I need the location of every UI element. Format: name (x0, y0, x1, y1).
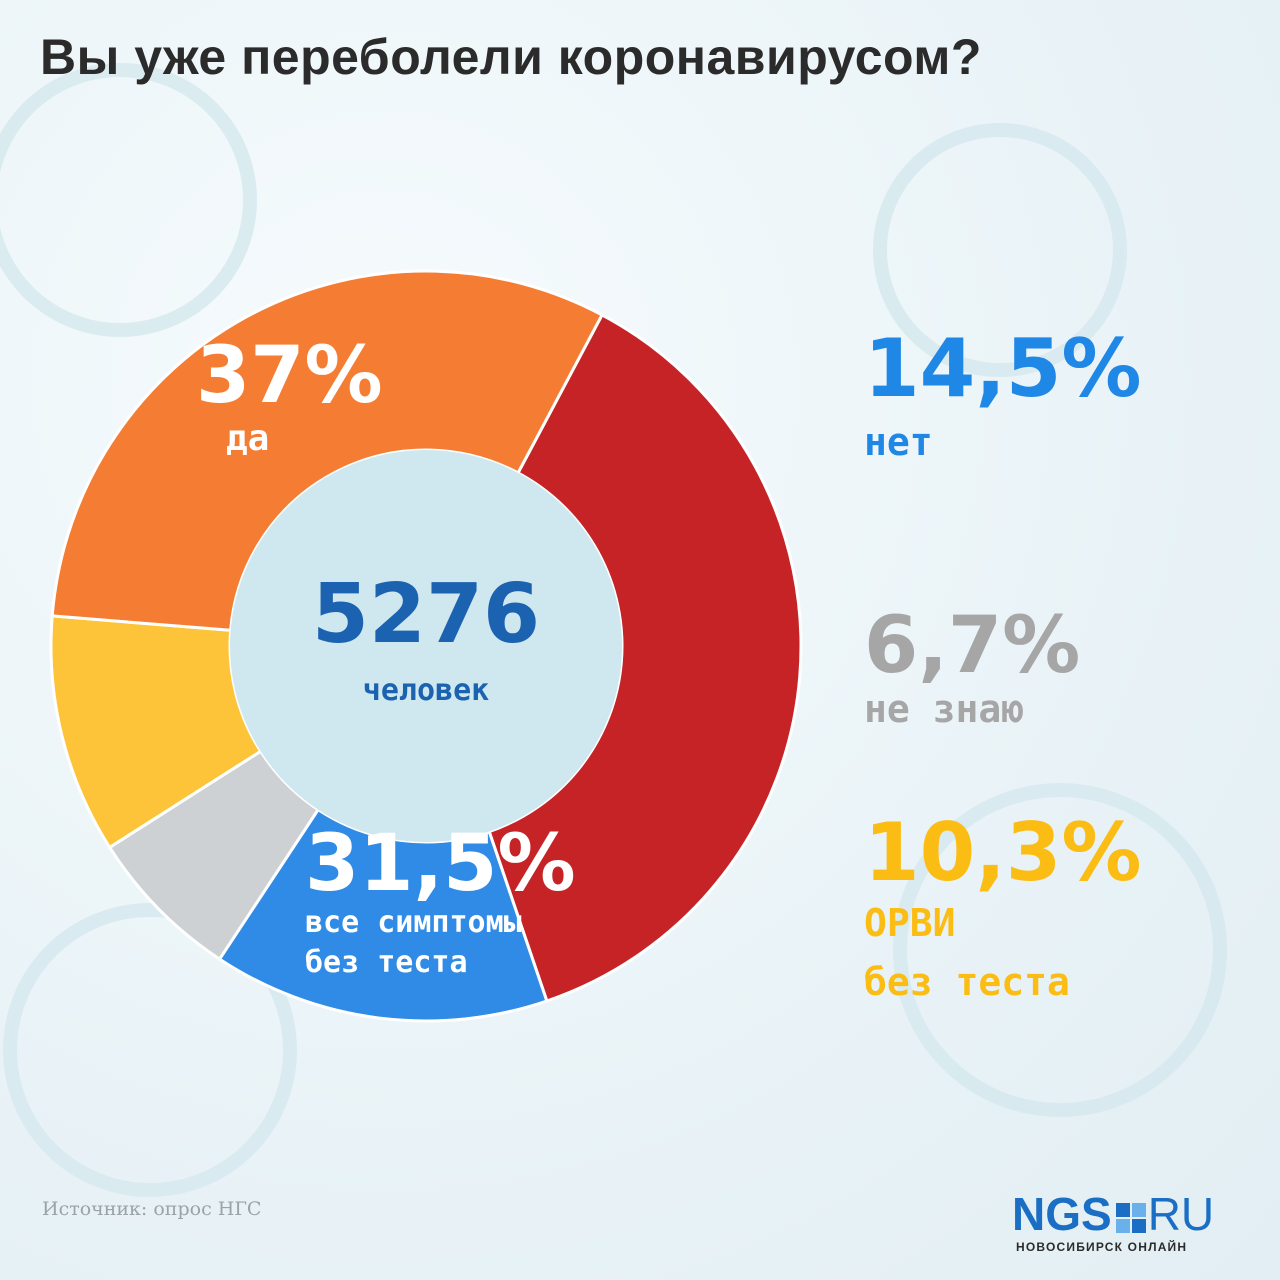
label-text-all-symptoms-no-test: все симптомы (305, 905, 522, 940)
label-text-all-symptoms-no-test: без теста (305, 945, 468, 980)
label-text-yes: да (226, 418, 269, 459)
source-note: Источник: опрос НГС (42, 1198, 262, 1220)
ngs-square-logo-icon (1115, 1203, 1146, 1233)
donut-center (230, 450, 622, 842)
total-respondents-caption: человек (363, 673, 489, 708)
logo-suffix: RU (1147, 1188, 1215, 1240)
slice-labels: 37%да 14,5% нет 6,7%не знаю 10,3%ОРВИ без тес… (196, 322, 1142, 1004)
logo-subtitle: НОВОСИБИРСК ОНЛАЙН (1016, 1240, 1188, 1254)
label-value-dont-know: 6,7% (864, 601, 1080, 691)
label-text-dont-know: не знаю (864, 687, 1024, 731)
label-text-arvi-no-test: ОРВИ (864, 901, 956, 945)
chart-title: Вы уже переболели коронавирусом? (40, 29, 982, 85)
total-respondents-value: 5276 (312, 567, 540, 662)
label-value-no: 14,5% (864, 322, 1142, 415)
label-text-arvi-no-test: без теста (864, 960, 1070, 1004)
logo-brand: NGS (1012, 1188, 1112, 1240)
label-value-arvi-no-test: 10,3% (864, 806, 1142, 899)
label-value-yes: 37% (196, 331, 383, 421)
ngs-logo: NGS RU НОВОСИБИРСК ОНЛАЙН (1012, 1190, 1252, 1260)
label-value-all-symptoms-no-test: 31,5% (305, 819, 576, 909)
donut-slices (49, 269, 803, 1023)
label-text-no: нет (864, 420, 933, 464)
